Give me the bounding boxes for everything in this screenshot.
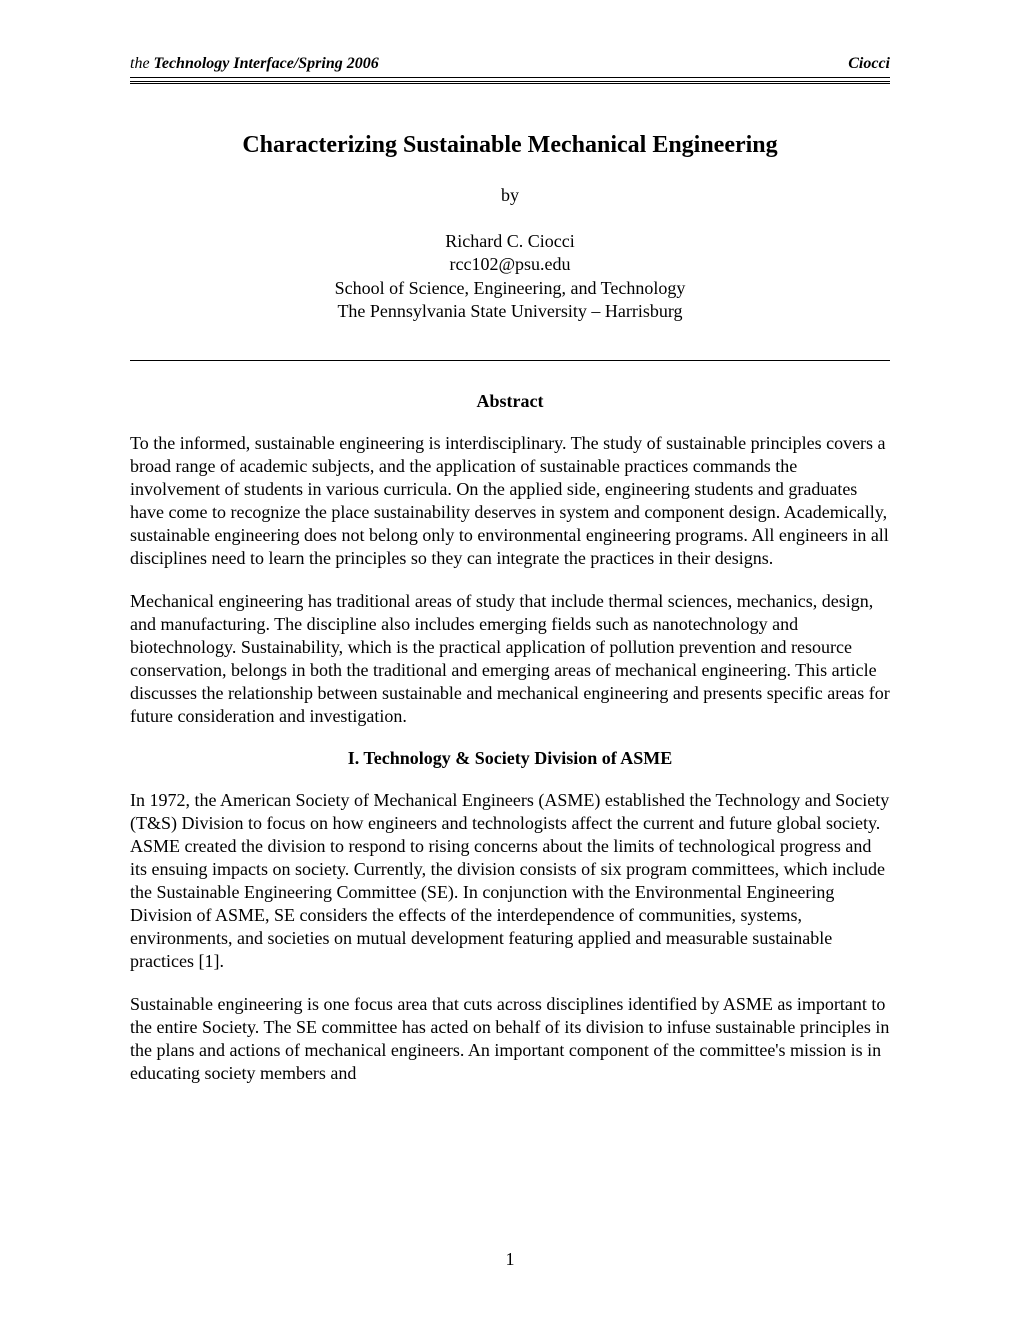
title-separator	[130, 360, 890, 361]
section-1-heading: I. Technology & Society Division of ASME	[130, 748, 890, 769]
author-email: rcc102@psu.edu	[130, 253, 890, 276]
page-number: 1	[0, 1249, 1020, 1270]
header-rule-top	[130, 77, 890, 82]
abstract-heading: Abstract	[130, 391, 890, 412]
abstract-paragraph-2: Mechanical engineering has traditional a…	[130, 590, 890, 728]
section-1-paragraph-2: Sustainable engineering is one focus are…	[130, 993, 890, 1085]
paper-title: Characterizing Sustainable Mechanical En…	[130, 132, 890, 159]
journal-prefix: the	[130, 55, 150, 72]
byline: by	[130, 185, 890, 206]
journal-title: the Technology Interface/Spring 2006	[130, 55, 379, 73]
header-rule-bottom	[130, 83, 890, 84]
author-name: Richard C. Ciocci	[130, 230, 890, 253]
author-block: Richard C. Ciocci rcc102@psu.edu School …	[130, 230, 890, 324]
author-affiliation-2: The Pennsylvania State University – Harr…	[130, 300, 890, 323]
header-author: Ciocci	[848, 55, 890, 73]
abstract-paragraph-1: To the informed, sustainable engineering…	[130, 432, 890, 570]
journal-name: Technology Interface/Spring 2006	[150, 55, 379, 72]
running-header: the Technology Interface/Spring 2006 Cio…	[130, 55, 890, 73]
section-1-paragraph-1: In 1972, the American Society of Mechani…	[130, 789, 890, 973]
author-affiliation-1: School of Science, Engineering, and Tech…	[130, 277, 890, 300]
